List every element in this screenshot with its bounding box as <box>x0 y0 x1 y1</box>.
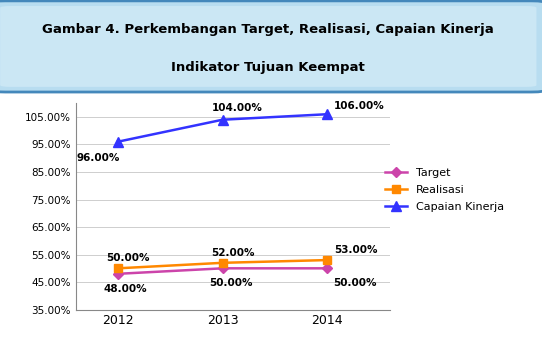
Realisasi <box>324 258 331 262</box>
Line: Capaian Kinerja: Capaian Kinerja <box>113 109 332 147</box>
Capaian Kinerja <box>114 140 121 144</box>
Text: 106.00%: 106.00% <box>334 101 385 111</box>
Text: Gambar 4. Perkembangan Target, Realisasi, Capaian Kinerja: Gambar 4. Perkembangan Target, Realisasi… <box>42 23 494 36</box>
Line: Realisasi: Realisasi <box>114 256 332 272</box>
Target <box>114 272 121 276</box>
Text: 104.00%: 104.00% <box>211 104 262 114</box>
Realisasi <box>114 266 121 270</box>
Text: Indikator Tujuan Keempat: Indikator Tujuan Keempat <box>171 62 365 74</box>
Text: 52.00%: 52.00% <box>211 248 255 258</box>
Capaian Kinerja <box>220 118 226 122</box>
Target <box>220 266 226 270</box>
Target <box>324 266 331 270</box>
Text: 50.00%: 50.00% <box>107 254 150 264</box>
Legend: Target, Realisasi, Capaian Kinerja: Target, Realisasi, Capaian Kinerja <box>385 168 504 212</box>
Line: Target: Target <box>114 265 331 277</box>
Text: 48.00%: 48.00% <box>104 284 147 294</box>
Text: 50.00%: 50.00% <box>333 278 377 288</box>
Capaian Kinerja <box>324 112 331 116</box>
Text: 53.00%: 53.00% <box>334 245 378 255</box>
Text: 96.00%: 96.00% <box>76 153 119 163</box>
Realisasi <box>220 261 226 265</box>
FancyBboxPatch shape <box>0 6 537 87</box>
Text: 50.00%: 50.00% <box>209 278 252 288</box>
FancyBboxPatch shape <box>0 1 542 92</box>
